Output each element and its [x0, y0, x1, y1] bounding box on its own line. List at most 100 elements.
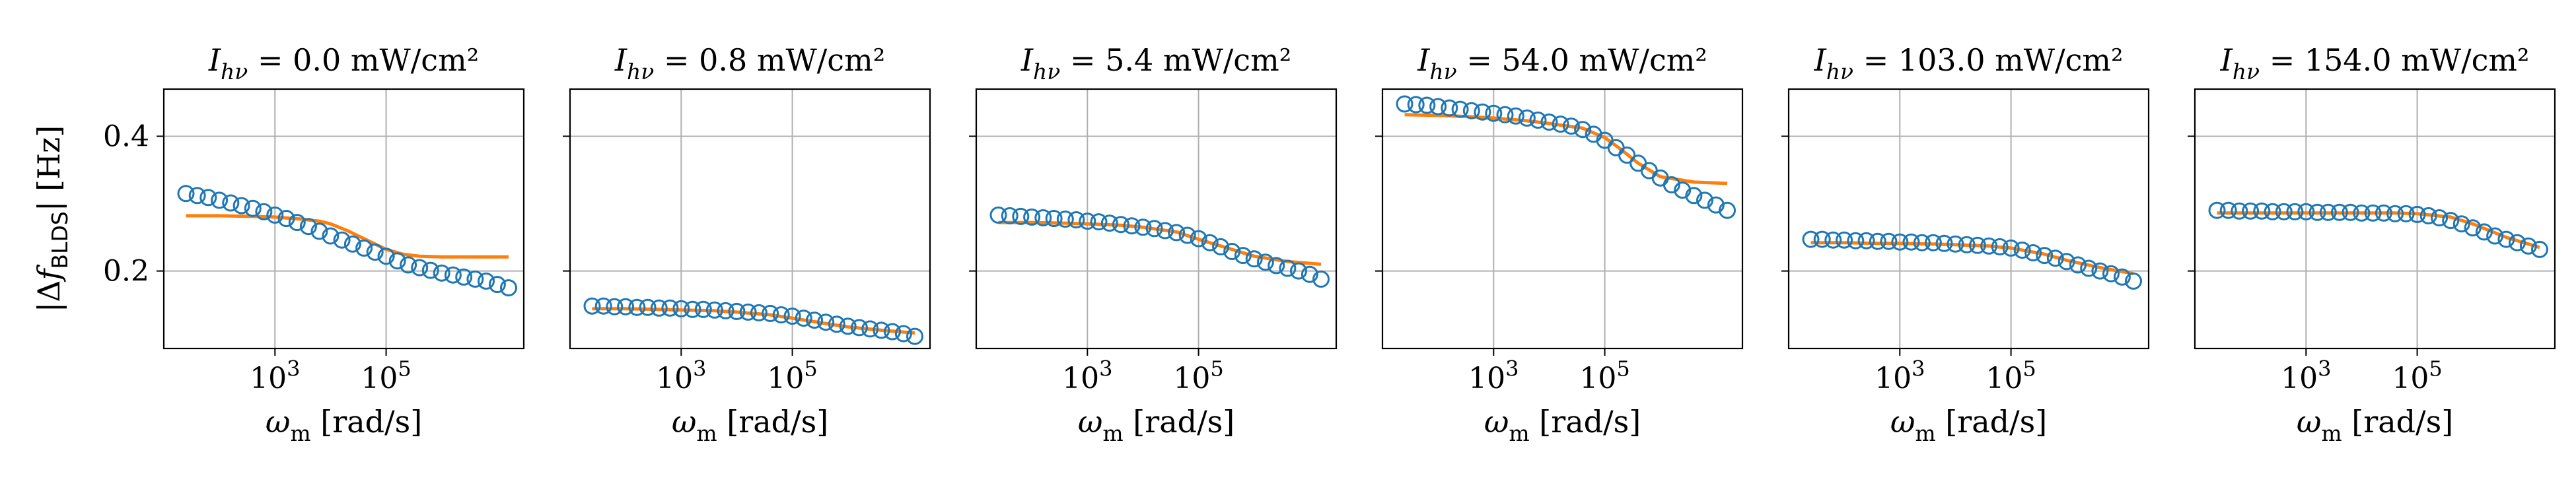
data-point — [177, 185, 195, 203]
fit-line — [592, 307, 915, 335]
data-point — [2242, 202, 2260, 220]
data-point — [828, 315, 845, 333]
data-point — [2431, 209, 2449, 226]
data-point — [455, 268, 473, 286]
data-point — [989, 206, 1007, 224]
data-point — [1168, 224, 1186, 242]
data-point — [583, 297, 601, 315]
data-point — [2253, 202, 2271, 220]
data-point — [333, 231, 351, 249]
data-point — [694, 300, 712, 318]
data-point — [628, 298, 646, 316]
data-point — [2342, 203, 2359, 221]
x-tick-label: 105 — [767, 356, 817, 395]
x-tick-label: 103 — [1875, 356, 1925, 395]
data-point — [1067, 211, 1085, 228]
data-point — [2509, 234, 2526, 251]
data-point — [2091, 262, 2109, 280]
y-tick-label: 0.2 — [103, 255, 149, 288]
x-tick-label: 105 — [1986, 356, 2036, 395]
data-point — [2397, 205, 2415, 222]
data-point — [1178, 226, 1196, 244]
data-point — [1935, 234, 1953, 252]
y-axis-label: |ΔfBLDS| [Hz] — [31, 125, 73, 313]
data-point — [1079, 213, 1096, 230]
panel-2: 103 105 Ihν = 0.8 mW/cm² ωm [rad/s] — [563, 42, 931, 446]
data-point — [2486, 227, 2504, 245]
data-point — [1290, 262, 1307, 280]
data-point — [1256, 253, 1274, 271]
data-point — [2069, 256, 2087, 274]
data-point — [1663, 176, 1680, 193]
data-point — [1958, 236, 1976, 253]
data-point — [2408, 205, 2426, 223]
data-point — [1090, 213, 1108, 231]
data-point — [1312, 270, 1330, 288]
data-point — [1924, 234, 1942, 251]
data-point — [861, 320, 879, 338]
axes-frame — [1787, 88, 2150, 350]
data-point — [2364, 204, 2382, 222]
data-point — [355, 239, 373, 257]
data-point — [772, 306, 790, 323]
data-point — [1518, 109, 1536, 127]
data-point — [884, 323, 901, 341]
data-point — [2308, 203, 2326, 221]
data-point — [2497, 230, 2515, 248]
data-point — [277, 210, 295, 227]
data-point — [377, 248, 395, 265]
data-point — [1462, 102, 1480, 119]
data-point — [2464, 219, 2482, 237]
data-point — [672, 300, 690, 317]
data-point — [1485, 104, 1503, 122]
y-tick-label: 0.4 — [103, 119, 149, 153]
data-point — [1869, 232, 1886, 250]
data-point — [750, 304, 768, 321]
data-point — [310, 222, 328, 240]
data-point — [2275, 203, 2293, 220]
data-point — [1223, 243, 1241, 260]
data-point — [717, 302, 734, 319]
data-point — [1418, 96, 1436, 114]
data-point — [2531, 240, 2548, 258]
data-point — [1719, 201, 1736, 219]
data-point — [1190, 230, 1207, 248]
data-point — [2046, 249, 2064, 267]
data-point — [1100, 214, 1118, 232]
data-point — [2013, 242, 2031, 259]
panel-title: Ihν = 0.8 mW/cm² — [614, 42, 885, 84]
data-point — [1980, 237, 1998, 255]
data-point — [2113, 268, 2131, 286]
data-point — [2219, 201, 2237, 219]
panel-5: 103 105 Ihν = 103.0 mW/cm² ωm [rad/s] — [1781, 42, 2150, 446]
data-point — [1696, 191, 1713, 209]
data-point — [2231, 202, 2248, 220]
data-point — [2519, 237, 2537, 255]
data-point — [366, 244, 384, 261]
data-point — [2375, 204, 2392, 222]
data-point — [2297, 203, 2315, 220]
axes-frame — [569, 88, 931, 350]
x-tick-label: 105 — [361, 356, 411, 395]
data-point — [1685, 187, 1703, 205]
data-point — [211, 191, 229, 209]
x-tick-label: 105 — [1173, 356, 1223, 395]
data-point — [2353, 204, 2371, 222]
panel-title: Ihν = 103.0 mW/cm² — [1814, 42, 2124, 84]
data-point — [1552, 116, 1569, 133]
data-point — [894, 325, 912, 343]
data-point — [2475, 223, 2493, 241]
x-tick-label: 103 — [1062, 356, 1112, 395]
data-point — [255, 203, 273, 220]
data-point — [1991, 238, 2009, 255]
data-point — [594, 297, 612, 315]
data-point — [188, 187, 206, 205]
data-point — [199, 189, 217, 207]
axes-frame — [162, 88, 525, 350]
data-point — [1674, 182, 1692, 199]
data-point — [500, 279, 517, 297]
data-point — [1802, 230, 1820, 248]
data-point — [783, 308, 801, 325]
data-point — [1891, 233, 1909, 251]
data-point — [705, 301, 723, 319]
